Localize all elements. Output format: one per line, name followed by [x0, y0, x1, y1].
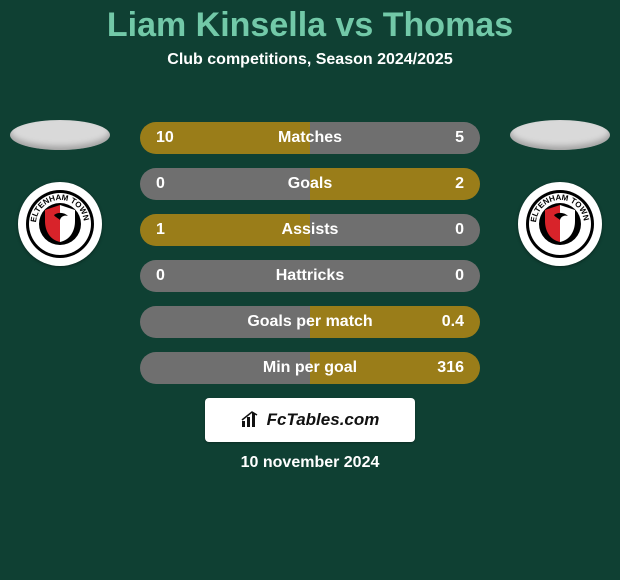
club-badge-icon: CHELTENHAM TOWN FC	[24, 188, 96, 260]
stat-row: Goals per match0.4	[140, 306, 480, 338]
player-left-club-badge: CHELTENHAM TOWN FC	[18, 182, 102, 266]
stat-label: Min per goal	[140, 359, 480, 377]
stat-label: Hattricks	[140, 267, 480, 285]
brand-pill: FcTables.com	[205, 398, 415, 442]
stats-table: 10Matches5 0Goals2 1Assists0 0Hattricks0 Goa…	[140, 122, 480, 384]
stat-row: Min per goal316	[140, 352, 480, 384]
stat-label: Goals	[140, 175, 480, 193]
stat-label: Assists	[140, 221, 480, 239]
player-right-avatar	[510, 120, 610, 150]
stat-label: Matches	[140, 129, 480, 147]
club-badge-icon: CHELTENHAM TOWN FC	[524, 188, 596, 260]
stat-row: 0Goals2	[140, 168, 480, 200]
stat-row: 0Hattricks0	[140, 260, 480, 292]
stat-row: 10Matches5	[140, 122, 480, 154]
player-left-avatar	[10, 120, 110, 150]
brand-chart-icon	[241, 411, 261, 429]
comparison-title: Liam Kinsella vs Thomas	[0, 0, 620, 45]
stat-label: Goals per match	[140, 313, 480, 331]
player-left-column: CHELTENHAM TOWN FC	[10, 120, 110, 266]
player-right-column: CHELTENHAM TOWN FC	[510, 120, 610, 266]
comparison-date: 10 november 2024	[0, 454, 620, 472]
brand-text: FcTables.com	[267, 410, 380, 430]
stat-row: 1Assists0	[140, 214, 480, 246]
comparison-subtitle: Club competitions, Season 2024/2025	[0, 51, 620, 69]
player-right-club-badge: CHELTENHAM TOWN FC	[518, 182, 602, 266]
